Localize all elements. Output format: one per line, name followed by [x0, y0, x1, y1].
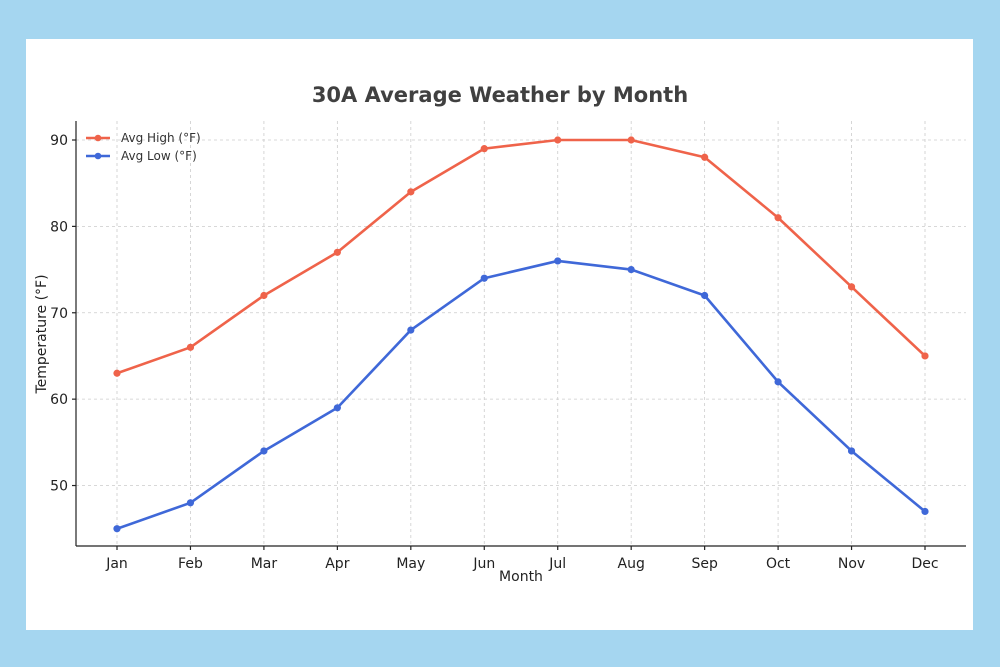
x-tick-label-may: May [396, 556, 425, 572]
y-axis-label: Temperature (°F) [34, 274, 50, 394]
series-line-avg-high [116, 138, 926, 375]
point-avg-high-nov [847, 283, 856, 291]
point-avg-high-jun [480, 145, 488, 153]
point-avg-low-nov [847, 447, 856, 455]
point-avg-low-apr [333, 404, 341, 412]
x-tick-label-feb: Feb [178, 556, 203, 572]
legend-label-avg-low: Avg Low (°F) [121, 149, 197, 163]
y-tick-label-70: 70 [50, 306, 68, 322]
legend: Avg High (°F) Avg Low (°F) [86, 131, 201, 163]
point-avg-low-mar [260, 447, 268, 455]
point-avg-low-dec [921, 507, 929, 516]
series-group [113, 136, 929, 533]
x-tick-label-jun: Jun [472, 556, 495, 572]
chart-card: 30A Average Weather by Month Jan Feb Mar Ap… [26, 39, 973, 630]
x-tick-label-jul: Jul [548, 556, 566, 572]
point-avg-high-may [407, 188, 415, 196]
point-avg-high-oct [774, 214, 782, 222]
x-tick-label-jan: Jan [105, 556, 128, 572]
legend-label-avg-high: Avg High (°F) [121, 131, 201, 145]
point-avg-high-aug [627, 136, 635, 144]
x-tick-label-dec: Dec [911, 556, 938, 572]
point-avg-high-apr [333, 248, 341, 256]
point-avg-high-jul [554, 136, 562, 144]
y-tick-label-60: 60 [50, 392, 68, 408]
legend-item-avg-high: Avg High (°F) [86, 131, 201, 145]
grid [76, 121, 966, 546]
axes [72, 121, 966, 550]
point-avg-low-jul [554, 257, 562, 265]
tick-labels: Jan Feb Mar Apr May Jun Jul Aug Sep Oct Nov Dec 50 60… [50, 133, 938, 572]
x-tick-label-mar: Mar [251, 556, 278, 572]
point-avg-high-dec [921, 352, 929, 360]
line-chart: 30A Average Weather by Month Jan Feb Mar Ap… [34, 83, 966, 585]
point-avg-low-feb [186, 499, 195, 507]
legend-marker-avg-low [94, 152, 102, 160]
series-avg-high [113, 136, 929, 377]
x-tick-label-oct: Oct [766, 556, 791, 572]
x-tick-label-aug: Aug [618, 556, 645, 572]
point-avg-low-aug [627, 265, 635, 274]
point-avg-high-sep [701, 153, 709, 161]
point-avg-low-may [407, 326, 415, 334]
point-avg-low-sep [701, 291, 709, 300]
series-avg-low [113, 257, 929, 533]
point-avg-high-feb [186, 343, 195, 351]
series-line-avg-low [116, 259, 926, 530]
point-avg-high-jan [113, 369, 121, 377]
point-avg-low-oct [774, 378, 782, 386]
x-tick-label-sep: Sep [691, 556, 718, 572]
y-tick-label-90: 90 [50, 133, 68, 149]
chart-title: 30A Average Weather by Month [312, 83, 688, 107]
point-avg-low-jan [113, 525, 121, 533]
legend-item-avg-low: Avg Low (°F) [86, 149, 197, 163]
x-tick-label-nov: Nov [838, 556, 865, 572]
y-tick-label-50: 50 [50, 479, 68, 495]
legend-marker-avg-high [94, 134, 102, 142]
point-avg-high-mar [260, 291, 268, 300]
y-tick-label-80: 80 [50, 219, 68, 235]
point-avg-low-jun [480, 274, 488, 282]
x-tick-label-apr: Apr [325, 556, 349, 572]
x-axis-label: Month [499, 569, 543, 585]
